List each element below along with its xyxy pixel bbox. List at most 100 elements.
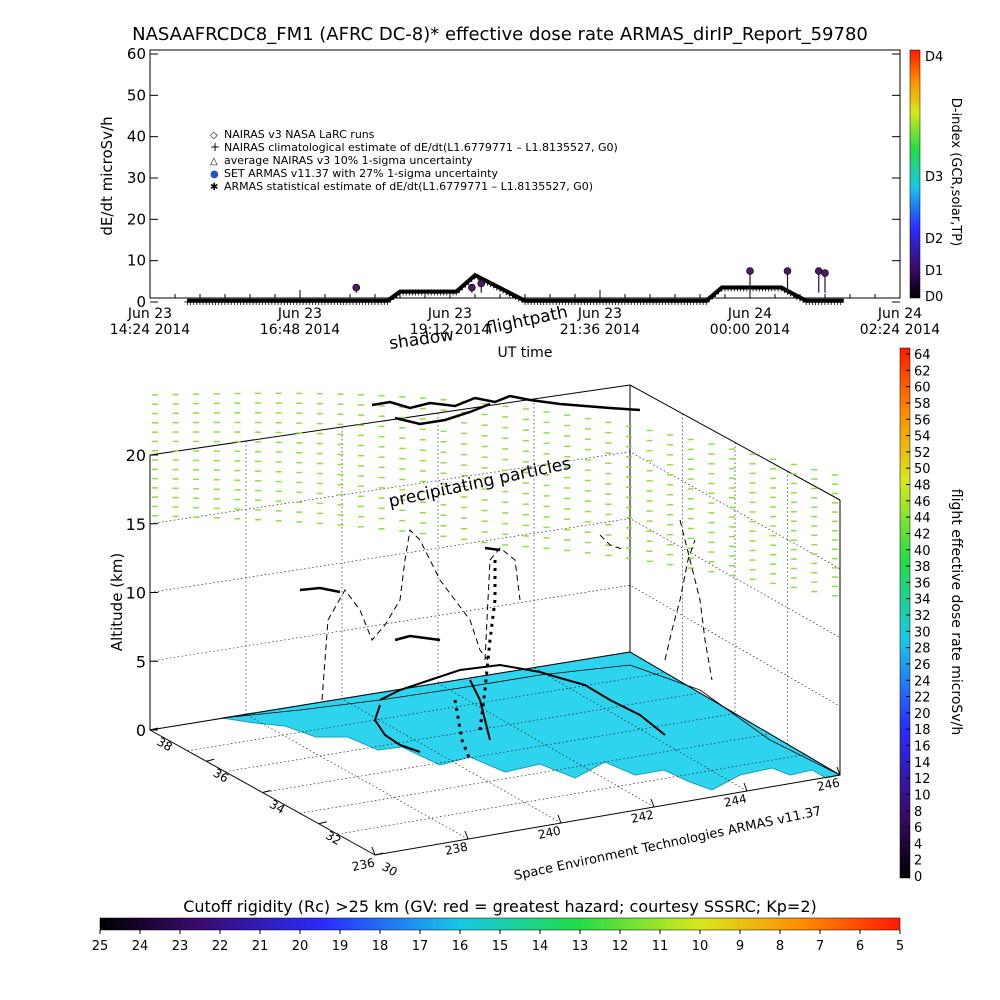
series-nairas-marker: +	[311, 297, 319, 308]
dose-tick-label: 10	[914, 788, 931, 803]
longitude-tick-label: 240	[537, 823, 562, 841]
series-nairas-marker: +	[777, 284, 785, 295]
dose-tick-label: 34	[914, 593, 931, 608]
dose-tick-label: 14	[914, 756, 931, 771]
series-nairas-marker: +	[630, 297, 638, 308]
series-nairas-marker: +	[552, 297, 560, 308]
series-nairas-marker: +	[336, 297, 344, 308]
series-armas-point	[746, 267, 754, 275]
series-nairas-marker: +	[268, 297, 276, 308]
series-armas-point	[821, 269, 829, 277]
rigidity-tick-label: 16	[452, 939, 469, 954]
timeseries-x-axis-label: UT time	[498, 345, 553, 361]
rigidity-tick-label: 14	[532, 939, 549, 954]
series-nairas-marker: +	[511, 292, 519, 303]
legend-symbol: +	[210, 140, 220, 154]
series-nairas-marker: +	[202, 297, 210, 308]
series-nairas-marker: +	[596, 297, 604, 308]
series-nairas-marker: +	[424, 288, 432, 299]
y-tick-label: 30	[127, 169, 146, 187]
series-nairas-marker: +	[605, 297, 613, 308]
legend-label: NAIRAS v3 NASA LaRC runs	[224, 128, 375, 141]
series-nairas-marker: +	[755, 284, 763, 295]
series-nairas-marker: +	[333, 297, 341, 308]
latitude-tick-label: 30	[380, 859, 400, 879]
series-nairas-marker: +	[568, 297, 576, 308]
series-nairas-marker: +	[805, 297, 813, 308]
series-nairas-marker: +	[258, 297, 266, 308]
series-nairas-marker: +	[799, 295, 807, 306]
x-tick-label: 00:00 2014	[710, 322, 791, 338]
series-nairas-marker: +	[599, 297, 607, 308]
dindex-tick-label: D3	[925, 170, 943, 185]
3d-frame	[149, 384, 841, 856]
series-nairas-marker: +	[430, 288, 438, 299]
series-nairas-marker: +	[368, 297, 376, 308]
series-nairas-marker: +	[730, 284, 738, 295]
dose-colorbar	[899, 347, 911, 879]
series-nairas-marker: +	[833, 297, 841, 308]
flight-track	[221, 394, 841, 776]
series-nairas-marker: +	[193, 297, 201, 308]
series-nairas-marker: +	[308, 297, 316, 308]
floor-grid-line	[533, 667, 748, 792]
altitude-ticks: 0 5 10 15 20	[126, 446, 158, 740]
series-nairas-marker: +	[205, 297, 213, 308]
series-nairas-marker: +	[296, 297, 304, 308]
rigidity-tick-label: 8	[776, 939, 784, 954]
series-nairas-marker: +	[343, 297, 351, 308]
dose-tick-label: 0	[914, 870, 922, 885]
series-armas-point	[468, 283, 476, 292]
rigidity-tick-label: 22	[212, 939, 229, 954]
series-nairas-marker: +	[608, 297, 616, 308]
longitude-tick-mark	[650, 798, 655, 808]
longitude-tick-mark	[743, 782, 748, 792]
series-nairas-marker: +	[321, 297, 329, 308]
legend-entry: △ average NAIRAS v3 10% 1-sigma uncertai…	[210, 154, 473, 167]
latitude-tick-mark	[374, 852, 384, 856]
series-nairas-marker: +	[274, 297, 282, 308]
series-nairas-marker: +	[627, 297, 635, 308]
dindex-tick-label: D2	[925, 232, 943, 247]
series-nairas-marker: +	[496, 284, 504, 295]
rigidity-tick-label: 21	[252, 939, 269, 954]
altitude-tick-label: 10	[126, 584, 146, 603]
dose-tick-label: 60	[914, 381, 931, 396]
series-nairas-marker: +	[758, 284, 766, 295]
series-nairas-marker: +	[724, 284, 732, 295]
altitude-tick-label: 20	[126, 446, 146, 465]
series-nairas-marker: +	[186, 297, 194, 308]
flight-track-vertical-dots	[453, 560, 497, 761]
series-nairas-marker: +	[415, 288, 423, 299]
series-nairas-marker: +	[383, 297, 391, 308]
legend-symbol: ●	[210, 169, 219, 180]
dose-tick-label: 30	[914, 625, 931, 640]
dose-tick-label: 2	[914, 854, 922, 869]
dindex-tick-label: D0	[925, 290, 943, 305]
series-nairas-marker: +	[246, 297, 254, 308]
series-nairas-marker: +	[411, 288, 419, 299]
series-nairas-marker: +	[743, 284, 751, 295]
series-nairas-marker: +	[555, 297, 563, 308]
series-nairas-marker: +	[465, 277, 473, 288]
series-armas-point	[783, 267, 792, 275]
series-nairas-marker: +	[549, 297, 557, 308]
series-nairas-marker: +	[330, 297, 338, 308]
series-nairas-marker: +	[536, 297, 544, 308]
dose-tick-label: 20	[914, 707, 931, 722]
series-nairas-marker: +	[611, 297, 619, 308]
precipitating-particles-layer	[152, 392, 838, 597]
dindex-colorbar	[909, 49, 921, 299]
series-nairas-marker: +	[365, 297, 373, 308]
series-nairas-marker: +	[211, 297, 219, 308]
series-nairas-marker: +	[249, 297, 257, 308]
series-nairas-marker: +	[546, 297, 554, 308]
series-nairas-marker: +	[286, 297, 294, 308]
series-nairas-marker: +	[390, 292, 398, 303]
series-nairas-marker: +	[699, 297, 707, 308]
series-nairas-marker: +	[590, 297, 598, 308]
rigidity-tick-label: 17	[412, 939, 429, 954]
series-nairas-marker: +	[299, 297, 307, 308]
